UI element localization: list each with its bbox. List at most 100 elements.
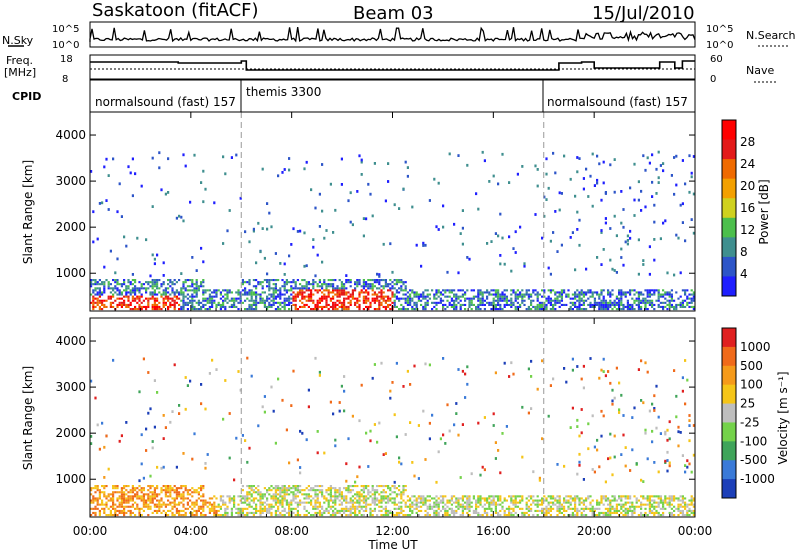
- range-cell: [664, 301, 667, 304]
- range-cell: [670, 293, 673, 296]
- range-cell: [420, 505, 423, 508]
- range-cell: [310, 489, 313, 492]
- range-cell: [470, 303, 473, 306]
- range-cell: [646, 156, 649, 160]
- range-cell: [283, 487, 286, 490]
- range-cell: [281, 305, 284, 308]
- range-cell: [620, 291, 623, 294]
- range-cell: [622, 503, 625, 506]
- range-cell: [664, 305, 667, 308]
- range-cell: [587, 289, 590, 292]
- range-cell: [208, 305, 211, 308]
- range-cell: [222, 299, 225, 302]
- range-cell: [589, 507, 592, 510]
- range-cell: [149, 501, 152, 504]
- range-cell: [224, 172, 227, 176]
- range-cell: [131, 503, 134, 506]
- range-cell: [424, 514, 427, 517]
- range-cell: [334, 503, 337, 506]
- range-cell: [477, 303, 480, 306]
- range-cell: [400, 462, 403, 466]
- range-cell: [329, 291, 332, 294]
- range-cell: [376, 272, 379, 276]
- range-cell: [637, 308, 640, 311]
- range-cell: [670, 174, 673, 177]
- range-cell: [184, 511, 187, 514]
- range-cell: [384, 308, 387, 311]
- range-cell: [193, 514, 196, 517]
- range-cell: [195, 491, 198, 494]
- range-cell: [395, 297, 398, 300]
- range-cell: [248, 303, 251, 306]
- cpid-segment-2: themis 3300: [246, 85, 321, 99]
- range-cell: [545, 198, 548, 201]
- range-cell: [444, 303, 447, 306]
- range-cell: [629, 293, 632, 296]
- range-cell: [98, 202, 101, 205]
- range-cell: [145, 281, 148, 284]
- range-cell: [657, 297, 660, 300]
- range-cell: [558, 295, 561, 298]
- range-cell: [400, 497, 403, 500]
- range-cell: [103, 509, 106, 512]
- range-cell: [336, 509, 339, 512]
- range-cell: [552, 497, 555, 500]
- range-cell: [424, 295, 427, 298]
- range-cell: [285, 428, 288, 432]
- range-cell: [466, 511, 469, 514]
- range-cell: [164, 495, 167, 498]
- range-cell: [505, 301, 508, 304]
- range-cell: [349, 220, 352, 224]
- range-cell: [356, 475, 359, 479]
- range-cell: [156, 485, 159, 488]
- range-cell: [600, 501, 603, 504]
- range-cell: [644, 308, 647, 311]
- range-cell: [514, 291, 517, 294]
- range-cell: [134, 287, 137, 290]
- range-cell: [596, 256, 599, 259]
- range-cell: [325, 287, 328, 290]
- range-cell: [160, 503, 163, 506]
- range-cell: [169, 420, 172, 424]
- range-cell: [503, 293, 506, 296]
- range-cell: [118, 291, 121, 294]
- range-cell: [204, 299, 207, 302]
- range-cell: [450, 507, 453, 510]
- range-cell: [578, 463, 581, 467]
- range-cell: [657, 503, 660, 506]
- range-cell: [285, 499, 288, 502]
- range-cell: [145, 308, 148, 311]
- range-cell: [197, 301, 200, 304]
- range-cell: [620, 301, 623, 304]
- range-cell: [668, 295, 671, 298]
- range-cell: [98, 493, 101, 496]
- range-cell: [98, 497, 101, 500]
- range-cell: [332, 283, 335, 286]
- range-cell: [127, 501, 130, 504]
- range-cell: [387, 511, 390, 514]
- range-cell: [545, 172, 548, 176]
- range-cell: [384, 279, 387, 282]
- range-cell: [281, 501, 284, 504]
- range-cell: [483, 511, 486, 514]
- range-cell: [215, 509, 218, 512]
- range-cell: [494, 509, 497, 512]
- range-cell: [98, 489, 101, 492]
- range-cell: [226, 507, 229, 510]
- range-cell: [512, 514, 515, 517]
- range-cell: [483, 291, 486, 294]
- range-cell: [477, 293, 480, 296]
- range-cell: [129, 281, 132, 284]
- range-cell: [116, 283, 119, 286]
- range-cell: [255, 299, 258, 302]
- range-cell: [307, 495, 310, 498]
- range-cell: [393, 293, 396, 296]
- range-cell: [186, 293, 189, 296]
- range-cell: [323, 281, 326, 284]
- range-cell: [378, 283, 381, 286]
- range-cell: [105, 495, 108, 498]
- range-cell: [435, 503, 438, 506]
- range-cell: [620, 503, 623, 506]
- range-cell: [217, 505, 220, 508]
- range-cell: [406, 166, 409, 169]
